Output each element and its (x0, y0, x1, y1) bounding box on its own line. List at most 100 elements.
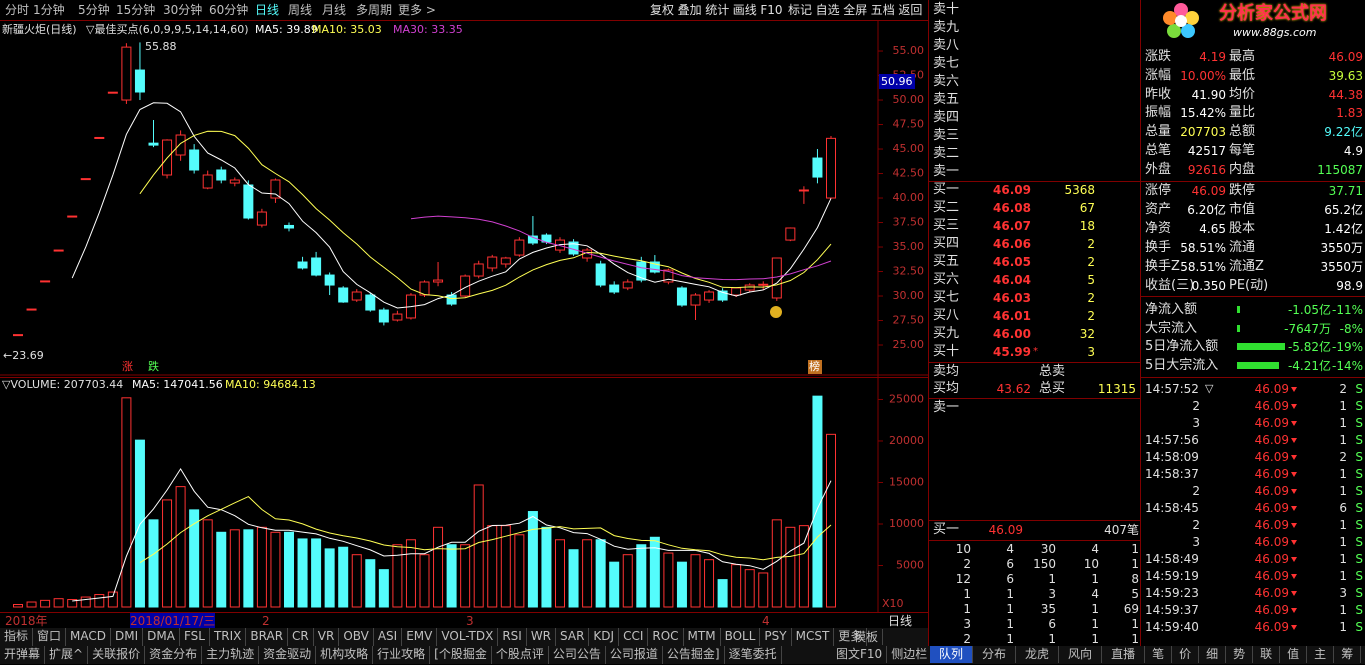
bottom-tab[interactable]: 关联报价 (88, 646, 146, 664)
tool-button[interactable]: 叠加 (677, 3, 702, 17)
tool-button[interactable]: 统计 (705, 3, 730, 17)
side-tab[interactable]: 直播 (1102, 646, 1146, 663)
f10-tab[interactable]: 侧边栏 (887, 646, 933, 663)
bottom-tab[interactable]: 公司报道 (606, 646, 663, 664)
indicator-tab[interactable]: VOL-TDX (437, 628, 499, 646)
indicator-tab[interactable]: OBV (339, 628, 374, 646)
indicator-tab[interactable]: ASI (374, 628, 403, 646)
period-tab[interactable]: 30分钟 (163, 3, 203, 17)
volume-bar (338, 546, 349, 608)
period-tab[interactable]: 5分钟 (78, 3, 110, 17)
indicator-name: ▽最佳买点(6,0,9,9,5,14,14,60) (86, 22, 249, 36)
bottom-tab[interactable]: [个股掘金 (430, 646, 492, 664)
bottom-tab[interactable]: 行业攻略 (373, 646, 431, 664)
period-tab[interactable]: 多周期 (356, 3, 393, 17)
template-button[interactable]: 模板 (850, 629, 884, 645)
tool-button[interactable]: 标记 (788, 3, 813, 17)
bottom-tab[interactable]: 公司公告 (549, 646, 606, 664)
period-tab[interactable]: 15分钟 (116, 3, 156, 17)
period-tab[interactable]: 60分钟 (209, 3, 249, 17)
indicator-tab[interactable]: DMA (143, 628, 180, 646)
f10-tab[interactable]: 图文F10 (832, 646, 888, 663)
indicator-tab[interactable]: MACD (66, 628, 112, 646)
bottom-tab[interactable]: 公告掘金] (663, 646, 725, 664)
side-tab[interactable]: 风向 (1059, 646, 1103, 663)
indicator-tab[interactable]: 更多 (834, 628, 868, 646)
bottom-tab[interactable]: 主力轨迹 (202, 646, 260, 664)
indicator-tab[interactable]: BOLL (721, 628, 761, 646)
divider (929, 520, 1141, 521)
side-tab[interactable]: 价 (1172, 646, 1200, 663)
indicator-tab[interactable]: CR (288, 628, 314, 646)
indicator-tab[interactable]: ROC (648, 628, 684, 646)
side-tab[interactable]: 龙虎 (1016, 646, 1060, 663)
tool-button[interactable]: 复权 (650, 3, 675, 17)
tool-button[interactable]: 返回 (898, 3, 923, 17)
side-tab[interactable]: 笔 (1145, 646, 1173, 663)
flow-pct: -11% (1331, 303, 1363, 317)
volume-bar (311, 538, 322, 608)
volume-bar (365, 559, 376, 608)
indicator-tab[interactable]: KDJ (589, 628, 620, 646)
period-tab[interactable]: 分时 (5, 3, 30, 17)
tick-price: 46.09 (1254, 382, 1289, 396)
indicator-tab[interactable]: BRAR (246, 628, 289, 646)
bottom-tab[interactable]: 资金分布 (145, 646, 203, 664)
period-tab[interactable]: 周线 (288, 3, 313, 17)
bottom-tab[interactable]: 资金驱动 (259, 646, 317, 664)
volume-bar (785, 526, 796, 608)
bottom-tab[interactable]: 扩展^ (45, 646, 89, 664)
period-tab[interactable]: 1分钟 (33, 3, 65, 17)
indicator-tab[interactable]: CCI (619, 628, 649, 646)
indicator-tab[interactable]: MCST (792, 628, 835, 646)
side-tab[interactable]: 队列 (930, 646, 974, 663)
bottom-tab[interactable]: 开弹幕 (0, 646, 46, 664)
side-tab[interactable]: 势 (1226, 646, 1254, 663)
indicator-tab[interactable]: WR (527, 628, 557, 646)
side-tab[interactable]: 联 (1253, 646, 1281, 663)
side-tab[interactable]: 筹 (1334, 646, 1362, 663)
avg-sell: 卖均 (933, 364, 960, 379)
indicator-tab[interactable]: SAR (556, 628, 590, 646)
side-tab[interactable]: 主 (1307, 646, 1335, 663)
tick-side: S (1355, 552, 1363, 566)
tool-button[interactable]: 画线 (732, 3, 757, 17)
tool-button[interactable]: F10 (760, 3, 783, 17)
indicator-tab[interactable]: RSI (498, 628, 527, 646)
indicator-tab[interactable]: MTM (684, 628, 721, 646)
date-label: 4 (762, 614, 770, 628)
bottom-tab[interactable]: 个股点评 (492, 646, 549, 664)
indicator-tab[interactable]: DMI (111, 628, 144, 646)
period-tab[interactable]: 月线 (322, 3, 347, 17)
volume-bar (812, 395, 823, 608)
period-tab[interactable]: 更多 > (398, 3, 436, 17)
volume-bar (107, 591, 118, 608)
volume-bar (555, 539, 565, 608)
indicator-tab[interactable]: FSL (180, 628, 210, 646)
bottom-tab[interactable]: 机构攻略 (316, 646, 374, 664)
indicator-tab[interactable]: 窗口 (33, 628, 67, 646)
bottom-tab[interactable]: 逐笔委托 (725, 646, 782, 664)
indicator-tab[interactable]: 指标 (0, 628, 34, 646)
stat-label: PE(动) (1229, 278, 1269, 293)
buy-price: 46.07 (993, 219, 1031, 233)
side-tab[interactable]: 分布 (973, 646, 1017, 663)
tick-price: 46.09 (1254, 620, 1289, 634)
tool-button[interactable]: 五档 (870, 3, 895, 17)
stat-value: 41.90 (1191, 87, 1226, 102)
volume-bar (690, 554, 701, 608)
candle-body (446, 294, 457, 305)
volume-bar (500, 525, 511, 608)
side-tab[interactable]: 细 (1199, 646, 1227, 663)
indicator-tab[interactable]: VR (314, 628, 340, 646)
indicator-tab[interactable]: EMV (402, 628, 438, 646)
indicator-tab[interactable]: TRIX (210, 628, 247, 646)
indicator-tab[interactable]: PSY (760, 628, 792, 646)
tool-button[interactable]: 全屏 (843, 3, 868, 17)
side-tab[interactable]: 值 (1280, 646, 1308, 663)
quote-panel: 分析家公式网 www.88gs.com 涨跌 4.19 最高 46.09 涨幅 10.00%… (1140, 0, 1365, 646)
tool-button[interactable]: 自选 (815, 3, 840, 17)
period-tab[interactable]: 日线 (255, 3, 280, 17)
tick-volume: 1 (1339, 467, 1347, 481)
volume-bar (392, 544, 403, 608)
